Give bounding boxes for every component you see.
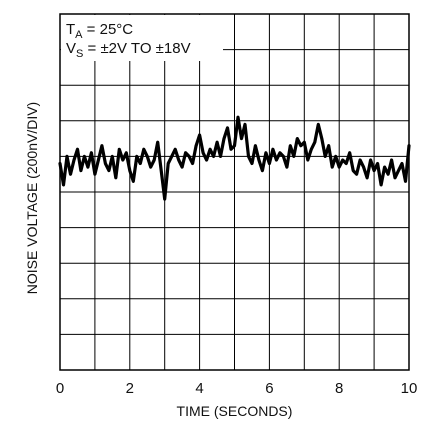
annotation-box [61, 15, 223, 61]
annotation-supply-voltage: VS = ±2V TO ±18V [66, 40, 191, 60]
x-tick-label: 0 [56, 380, 64, 397]
x-tick-labels: 0 2 4 6 8 10 [56, 380, 418, 397]
x-axis-label: TIME (SECONDS) [177, 403, 293, 419]
noise-trace [58, 115, 411, 201]
x-tick-label: 10 [401, 380, 418, 397]
annotation-temperature: TA = 25°C [66, 21, 133, 41]
x-tick-label: 2 [126, 380, 134, 397]
plot-frame [59, 13, 410, 371]
y-axis-label: NOISE VOLTAGE (200nV/DIV) [24, 102, 40, 294]
x-tick-label: 6 [265, 380, 273, 397]
grid [60, 14, 409, 370]
x-tick-label: 4 [195, 380, 203, 397]
x-tick-label: 8 [335, 380, 343, 397]
